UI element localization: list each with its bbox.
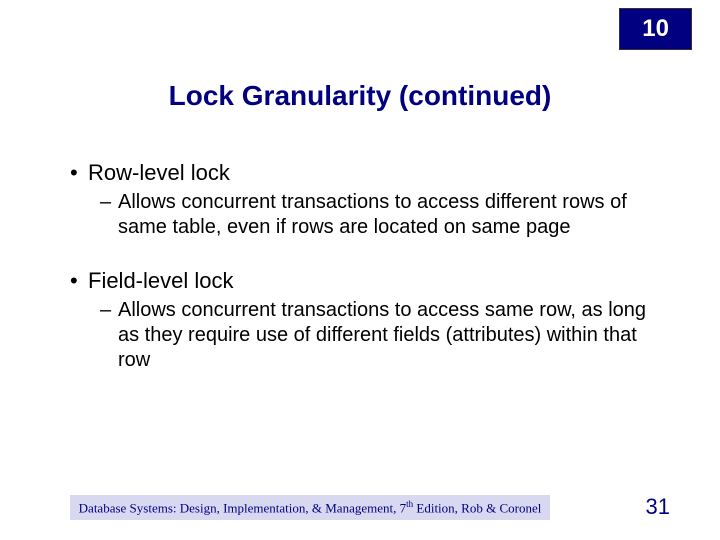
bullet-row-level: Row-level lock: [70, 160, 660, 186]
footer-citation: Database Systems: Design, Implementation…: [70, 495, 550, 520]
bullet-field-level: Field-level lock: [70, 268, 660, 294]
footer-suffix: Edition, Rob & Coronel: [413, 500, 541, 515]
slide-content: Row-level lock Allows concurrent transac…: [70, 160, 660, 401]
chapter-number: 10: [642, 15, 669, 42]
page-number: 31: [646, 494, 670, 520]
slide-title: Lock Granularity (continued): [0, 80, 720, 112]
bullet-row-level-sub: Allows concurrent transactions to access…: [100, 190, 660, 240]
chapter-number-box: 10: [619, 8, 692, 50]
footer-prefix: Database Systems: Design, Implementation…: [79, 500, 406, 515]
bullet-label: Field-level lock: [88, 268, 234, 293]
bullet-field-level-sub: Allows concurrent transactions to access…: [100, 298, 660, 373]
bullet-label: Row-level lock: [88, 160, 230, 185]
